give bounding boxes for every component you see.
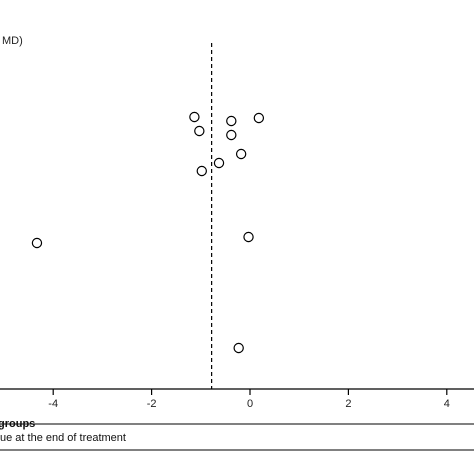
y-axis-label: MD)	[2, 35, 23, 47]
data-point	[226, 115, 237, 127]
data-point	[194, 125, 205, 137]
data-point	[233, 342, 244, 354]
data-point	[196, 165, 207, 177]
data-point	[226, 129, 237, 141]
data-point	[243, 231, 254, 243]
legend-item: ue at the end of treatment	[0, 432, 126, 444]
data-point	[189, 111, 200, 123]
data-point	[213, 157, 225, 169]
x-tick-label: -2	[147, 398, 157, 410]
data-point	[253, 112, 265, 124]
legend-title: groups	[0, 418, 35, 430]
data-point	[31, 237, 43, 249]
legend-title-text: groups	[0, 418, 35, 430]
x-tick-label: 4	[444, 398, 450, 410]
data-point	[235, 148, 247, 160]
x-tick-label: 2	[345, 398, 351, 410]
x-ticks: -4 -2 0 2 4	[48, 389, 450, 410]
data-points	[31, 111, 265, 354]
x-tick-label: 0	[247, 398, 253, 410]
x-tick-label: -4	[48, 398, 58, 410]
